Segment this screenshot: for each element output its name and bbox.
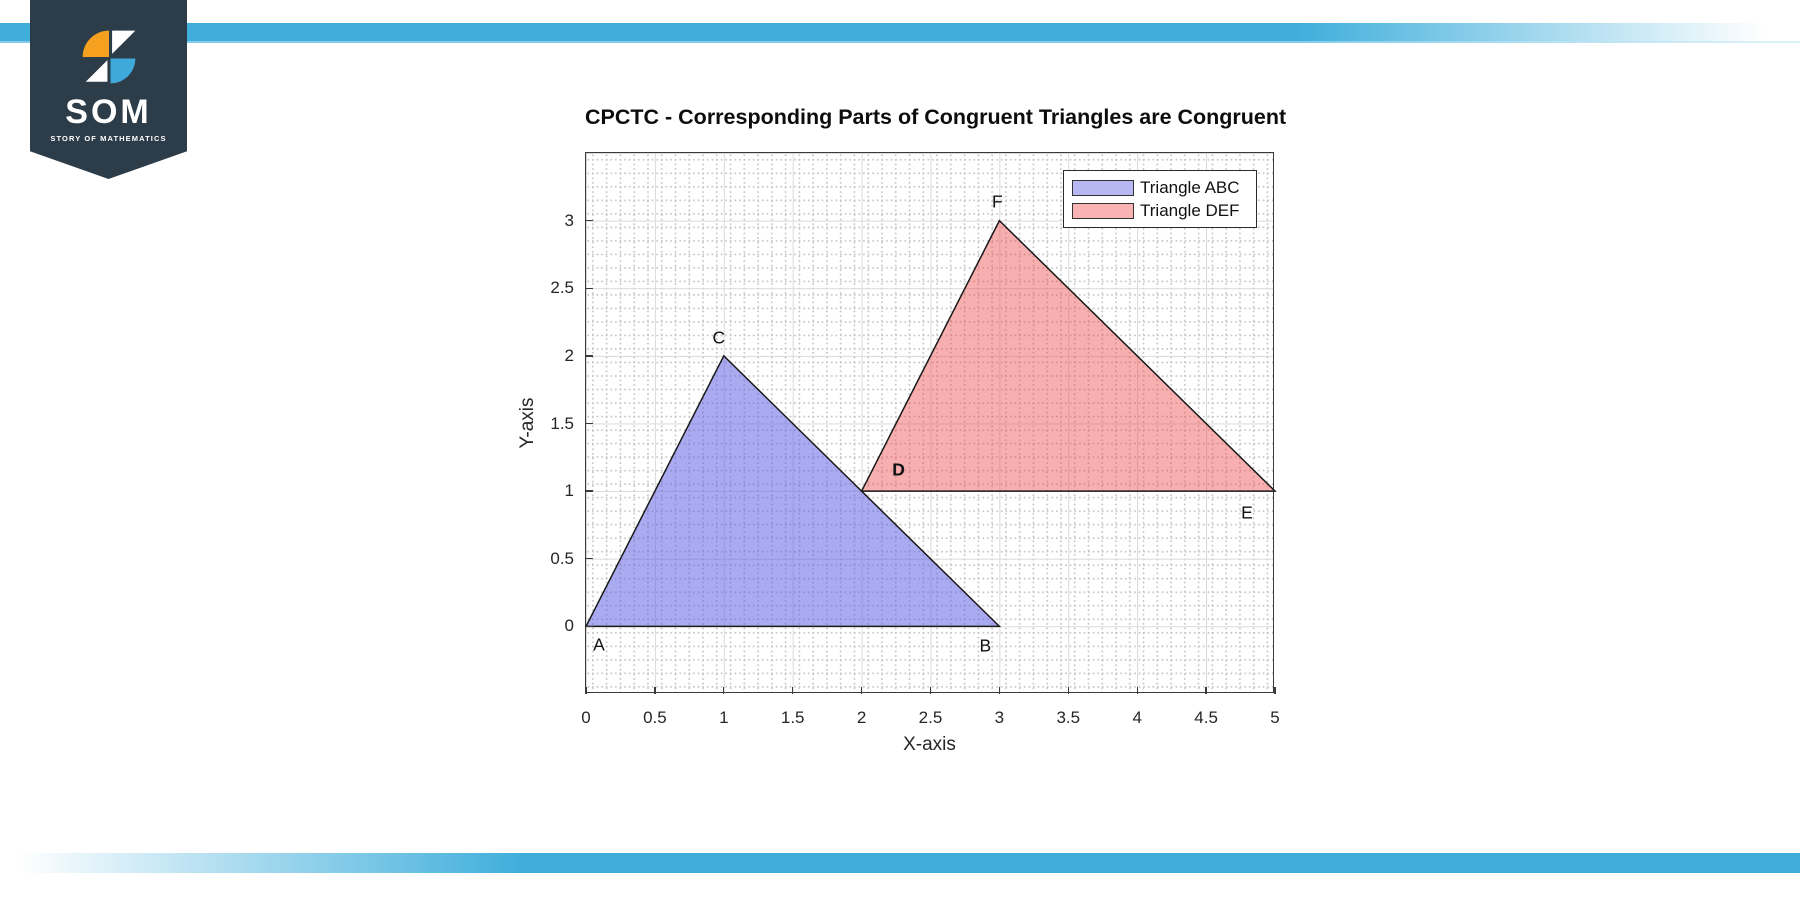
x-tick-label-3.5: 3.5 [1056,708,1081,727]
x-tick-label-1.5: 1.5 [780,708,805,727]
x-tick-mark [1274,687,1276,694]
x-tick-mark [585,687,587,694]
x-tick-mark [1136,687,1138,694]
legend-row-triangle-def: Triangle DEF [1072,199,1248,222]
x-tick-label-0: 0 [581,708,591,727]
x-tick-label-0.5: 0.5 [643,708,667,727]
legend-label-triangle-def: Triangle DEF [1140,200,1240,220]
bottom-accent-stripe [0,853,1800,873]
y-tick-mark [586,490,593,492]
y-tick-label-0: 0 [564,616,574,636]
x-axis-label: X-axis [903,734,956,755]
plot-area: A B C D E F 0 0.5 1 1.5 2 2.5 3 3.5 4 4.5 5 0 0.5 1 1.5 2 2.5… [517,152,1280,755]
y-tick-label-1: 1 [564,481,574,501]
y-tick-label-2: 2 [564,345,574,365]
vertex-label-f: F [992,191,1003,212]
vertex-label-c: C [712,327,726,348]
y-tick-mark [586,287,593,289]
y-tick-mark [586,422,593,425]
x-tick-label-4: 4 [1132,708,1142,727]
vertex-label-a: A [593,634,605,655]
x-tick-label-1: 1 [719,708,729,727]
y-tick-label-1.5: 1.5 [550,413,574,433]
y-tick-mark [586,625,593,628]
vertex-label-b: B [979,635,992,656]
x-tick-label-3: 3 [994,708,1005,727]
x-tick-mark [860,687,863,694]
y-tick-label-3: 3 [564,210,574,230]
x-tick-mark [792,687,794,694]
logo-subtitle: STORY OF MATHEMATICS [50,134,167,143]
x-tick-mark [1205,687,1207,694]
triangles-layer [584,219,1277,628]
triangle-def [860,219,1277,492]
vertex-label-e: E [1241,502,1253,523]
x-tick-mark [998,687,1001,694]
x-tick-label-5: 5 [1270,708,1280,727]
x-tick-label-4.5: 4.5 [1194,708,1218,727]
y-tick-label-0.5: 0.5 [550,548,574,568]
x-tick-mark [654,687,656,694]
x-tick-label-2: 2 [856,708,867,727]
y-tick-label-2.5: 2.5 [550,278,574,298]
y-tick-mark [586,219,593,222]
y-tick-mark [586,355,593,357]
x-tick-label-2.5: 2.5 [918,708,943,727]
legend-swatch-triangle-def [1072,202,1134,219]
top-accent-stripe [0,23,1800,43]
chart-title: CPCTC - Corresponding Parts of Congruent… [585,105,1287,129]
x-tick-mark [1067,687,1069,694]
y-tick-mark [586,558,593,560]
som-logo-banner: SOM STORY OF MATHEMATICS [30,0,187,179]
logo-title: SOM [65,93,152,131]
legend-row-triangle-abc: Triangle ABC [1072,176,1248,199]
vertex-label-d: D [892,459,905,480]
y-axis-label: Y-axis [517,397,538,449]
legend-label-triangle-abc: Triangle ABC [1140,177,1240,197]
legend-swatch-triangle-abc [1072,179,1134,196]
legend: Triangle ABC Triangle DEF [1063,170,1257,228]
som-pinwheel-icon [30,26,187,93]
x-tick-mark [723,687,725,694]
x-tick-mark [929,687,932,694]
